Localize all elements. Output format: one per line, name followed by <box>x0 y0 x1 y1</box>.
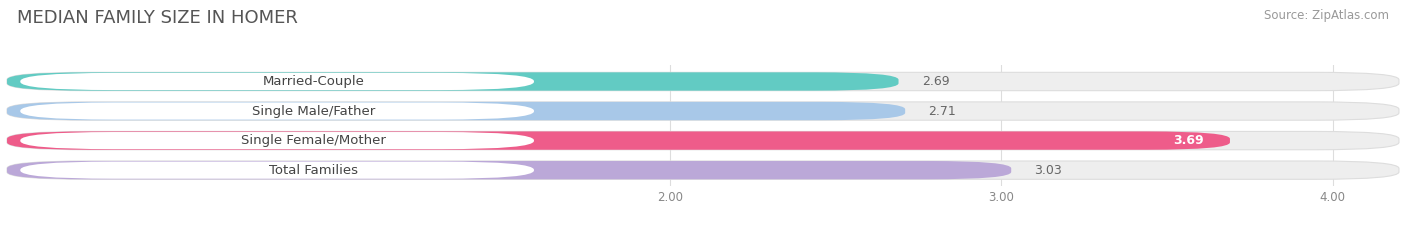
FancyBboxPatch shape <box>20 161 534 179</box>
FancyBboxPatch shape <box>7 102 1399 120</box>
FancyBboxPatch shape <box>20 103 534 120</box>
Text: MEDIAN FAMILY SIZE IN HOMER: MEDIAN FAMILY SIZE IN HOMER <box>17 9 298 27</box>
Text: Married-Couple: Married-Couple <box>263 75 364 88</box>
Text: 2.71: 2.71 <box>928 105 956 117</box>
Text: 2.69: 2.69 <box>922 75 949 88</box>
Text: 3.03: 3.03 <box>1035 164 1062 177</box>
FancyBboxPatch shape <box>7 131 1399 150</box>
FancyBboxPatch shape <box>7 161 1399 179</box>
Text: Source: ZipAtlas.com: Source: ZipAtlas.com <box>1264 9 1389 22</box>
FancyBboxPatch shape <box>7 102 905 120</box>
Text: Total Families: Total Families <box>269 164 359 177</box>
FancyBboxPatch shape <box>7 131 1230 150</box>
Text: Single Male/Father: Single Male/Father <box>252 105 375 117</box>
FancyBboxPatch shape <box>7 72 898 91</box>
FancyBboxPatch shape <box>20 132 534 149</box>
FancyBboxPatch shape <box>20 73 534 90</box>
Text: Single Female/Mother: Single Female/Mother <box>242 134 387 147</box>
FancyBboxPatch shape <box>7 72 1399 91</box>
Text: 3.69: 3.69 <box>1173 134 1204 147</box>
FancyBboxPatch shape <box>7 161 1011 179</box>
